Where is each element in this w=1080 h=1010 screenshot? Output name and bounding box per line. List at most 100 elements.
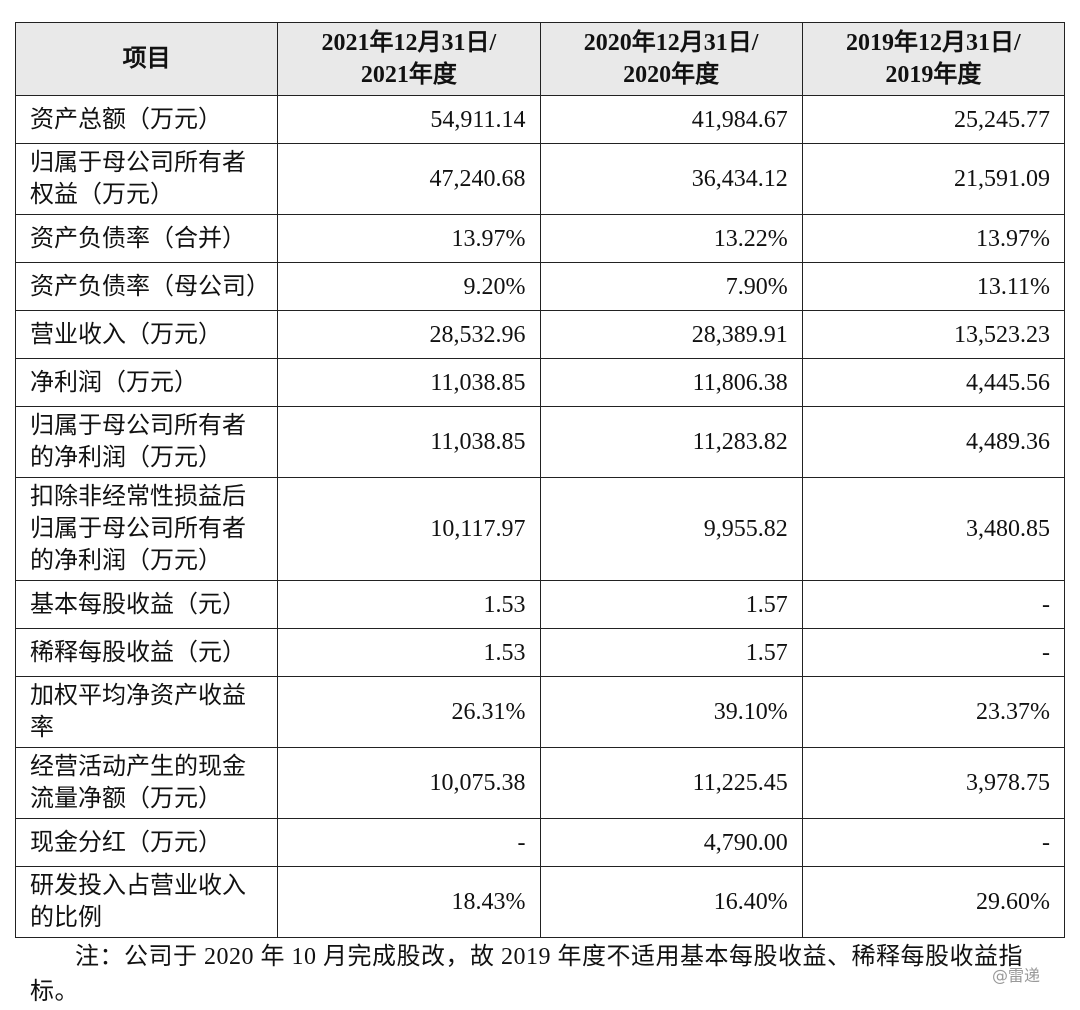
cell-line: 基本每股收益（元）: [30, 591, 246, 618]
header-row: 项目 2021年12月31日/2021年度 2020年12月31日/2020年度 20…: [14, 22, 1066, 96]
cell-line: 资产负债率（母公司）: [30, 273, 270, 300]
cell-line: 项目: [122, 46, 171, 72]
row: 稀释每股收益（元） 1.53 1.57-: [14, 628, 1066, 677]
value-cell: 11,038.85: [277, 358, 541, 407]
row: 营业收入（万元） 28,532.96 28,389.91 13,523.23: [14, 310, 1066, 359]
value-cell: -: [277, 818, 541, 867]
value-cell: 9.20%: [277, 262, 541, 311]
value-cell: 10,117.97: [277, 477, 541, 581]
cell-line: 归属于母公司所有者: [30, 413, 246, 439]
value-cell: 26.31%: [277, 676, 541, 748]
value-cell: 13.97%: [801, 214, 1066, 263]
cell-line: 的净利润（万元）: [30, 548, 222, 574]
value-cell: 47,240.68: [277, 143, 541, 215]
value-cell: 1.57: [539, 580, 803, 629]
value-cell: 29.60%: [801, 866, 1066, 938]
value-cell: 11,806.38: [539, 358, 803, 407]
value-cell: 13.11%: [801, 262, 1066, 311]
value-cell: 13.22%: [539, 214, 803, 263]
row: 资产总额（万元） 54,911.14 41,984.67 25,245.77: [14, 95, 1066, 144]
row-label: 经营活动产生的现金 流量净额（万元）: [14, 747, 279, 819]
row: 净利润（万元） 11,038.85 11,806.38 4,445.56: [14, 358, 1066, 407]
row: 扣除非经常性损益后 归属于母公司所有者 的净利润（万元） 10,117.97 9,955…: [14, 477, 1066, 581]
row-label: 资产总额（万元）: [14, 95, 279, 144]
value-cell: 10,075.38: [277, 747, 541, 819]
value-cell: 4,489.36: [801, 406, 1066, 478]
value-cell: 23.37%: [801, 676, 1066, 748]
cell-line: 资产负债率（合并）: [30, 225, 246, 252]
cell-line: 资产总额（万元）: [30, 106, 222, 133]
value-cell: 39.10%: [539, 676, 803, 748]
value-cell: 18.43%: [277, 866, 541, 938]
value-cell: 36,434.12: [539, 143, 803, 215]
header-cell: 项目: [14, 22, 279, 96]
value-cell: 1.57: [539, 628, 803, 677]
value-cell: 13.97%: [277, 214, 541, 263]
cell-line: 2020年12月31日/: [583, 30, 759, 56]
row: 归属于母公司所有者 的净利润（万元） 11,038.85 11,283.82 4,489…: [14, 406, 1066, 478]
value-cell: 11,038.85: [277, 406, 541, 478]
cell-line: 流量净额（万元）: [30, 786, 222, 812]
value-cell: 1.53: [277, 580, 541, 629]
row-label: 资产负债率（合并）: [14, 214, 279, 263]
cell-line: 加权平均净资产收益: [30, 683, 246, 709]
cell-line: 2020年度: [623, 62, 720, 88]
cell-line: 现金分红（万元）: [30, 829, 222, 856]
cell-line: 的比例: [30, 905, 102, 931]
row-label: 资产负债率（母公司）: [14, 262, 279, 311]
row: 资产负债率（母公司） 9.20% 7.90% 13.11%: [14, 262, 1066, 311]
cell-line: 研发投入占营业收入: [30, 873, 246, 899]
value-cell: 3,480.85: [801, 477, 1066, 581]
row-label: 归属于母公司所有者 的净利润（万元）: [14, 406, 279, 478]
watermark: @雷递: [991, 966, 1040, 985]
cell-line: 2021年度: [360, 62, 457, 88]
row: 研发投入占营业收入 的比例 18.43% 16.40% 29.60%: [14, 866, 1066, 938]
row: 经营活动产生的现金 流量净额（万元） 10,075.38 11,225.45 3,978…: [14, 747, 1066, 819]
value-cell: 11,225.45: [539, 747, 803, 819]
row: 加权平均净资产收益率 26.31% 39.10% 23.37%: [14, 676, 1066, 748]
row-label: 基本每股收益（元）: [14, 580, 279, 629]
row-label: 扣除非经常性损益后 归属于母公司所有者 的净利润（万元）: [14, 477, 279, 581]
cell-line: 2021年12月31日/: [321, 30, 497, 56]
row-label: 现金分红（万元）: [14, 818, 279, 867]
value-cell: 16.40%: [539, 866, 803, 938]
cell-line: 稀释每股收益（元）: [30, 639, 246, 666]
cell-line: 经营活动产生的现金: [30, 754, 246, 780]
value-cell: 11,283.82: [539, 406, 803, 478]
value-cell: 4,790.00: [539, 818, 803, 867]
cell-line: 的净利润（万元）: [30, 445, 222, 471]
cell-line: 归属于母公司所有者: [30, 150, 246, 176]
value-cell: 4,445.56: [801, 358, 1066, 407]
value-cell: -: [801, 628, 1066, 677]
row: 归属于母公司所有者 权益（万元） 47,240.68 36,434.12 21,591.…: [14, 143, 1066, 215]
row-label: 归属于母公司所有者 权益（万元）: [14, 143, 279, 215]
cell-line: 扣除非经常性损益后: [30, 484, 246, 510]
value-cell: 1.53: [277, 628, 541, 677]
header-cell: 2020年12月31日/2020年度: [539, 22, 803, 96]
cell-line: 2019年度: [885, 62, 982, 88]
cell-line: 净利润（万元）: [30, 369, 198, 396]
row-label: 加权平均净资产收益率: [14, 676, 279, 748]
cell-line: 营业收入（万元）: [30, 321, 222, 348]
row: 基本每股收益（元） 1.53 1.57-: [14, 580, 1066, 629]
table-wrap: 项目 2021年12月31日/2021年度 2020年12月31日/2020年度 20…: [14, 22, 1066, 938]
financial-table: 项目 2021年12月31日/2021年度 2020年12月31日/2020年度 20…: [14, 22, 1066, 938]
row: 现金分红（万元） -4,790.00-: [14, 818, 1066, 867]
cell-line: 权益（万元）: [30, 182, 174, 208]
cell-line: 归属于母公司所有者: [30, 516, 246, 542]
cell-line: 率: [30, 715, 54, 741]
row-label: 稀释每股收益（元）: [14, 628, 279, 677]
value-cell: 28,532.96: [277, 310, 541, 359]
cell-line: 2019年12月31日/: [846, 30, 1021, 56]
value-cell: 28,389.91: [539, 310, 803, 359]
row-label: 净利润（万元）: [14, 358, 279, 407]
value-cell: 41,984.67: [539, 95, 803, 144]
value-cell: -: [801, 818, 1066, 867]
value-cell: 25,245.77: [801, 95, 1066, 144]
value-cell: 54,911.14: [277, 95, 541, 144]
value-cell: -: [801, 580, 1066, 629]
value-cell: 13,523.23: [801, 310, 1066, 359]
header-cell: 2021年12月31日/2021年度: [277, 22, 541, 96]
value-cell: 9,955.82: [539, 477, 803, 581]
